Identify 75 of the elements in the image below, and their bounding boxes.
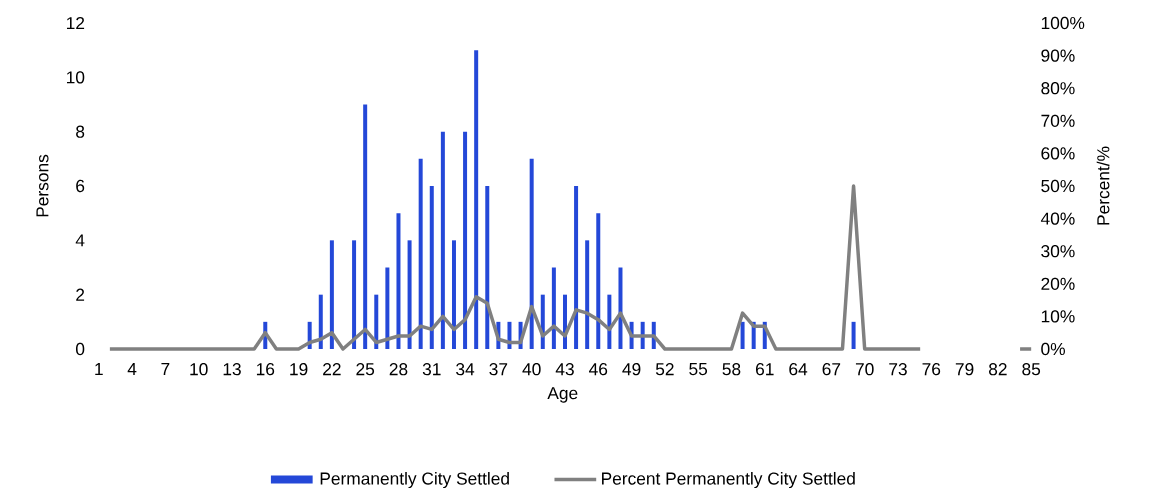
bar [529,158,534,349]
bar [551,267,556,349]
y2-tick-label: 70% [1041,114,1075,127]
x-tick-label: 1 [95,363,103,375]
bar [329,240,334,349]
legend-label: Percent Permanently City Settled [602,471,855,489]
x-tick-label: 46 [589,363,608,376]
y2-tick-label: 30% [1041,245,1075,258]
x-tick-label: 19 [290,363,308,376]
bar [574,186,579,349]
x-tick-label: 85 [1022,363,1041,376]
bar [385,267,390,349]
bar [485,186,490,349]
x-tick-label: 37 [489,363,508,376]
x-tick-label: 67 [822,363,841,376]
x-tick-label: 79 [955,363,974,376]
x-tick-label: 76 [922,363,941,376]
x-tick-label: 70 [855,363,874,376]
x-tick-label: 31 [422,363,441,376]
y2-axis-title: Percent/% [1096,146,1110,225]
x-tick-label: 34 [456,363,475,376]
bar [851,321,856,349]
y2-tick-label: 50% [1041,179,1075,193]
x-tick-label: 16 [256,363,275,376]
y2-tick-label: 40% [1040,212,1075,225]
y2-tick-label: 60% [1041,147,1075,160]
x-tick-label: 64 [789,363,808,376]
x-tick-label: 13 [223,363,241,376]
x-tick-label: 22 [323,363,341,376]
y2-tick-label: 90% [1041,49,1075,62]
x-tick-label: 58 [722,363,741,376]
x-tick-label: 49 [622,363,641,376]
x-tick-label: 52 [655,363,674,376]
y-tick-label: 6 [76,179,85,193]
x-tick-label: 28 [389,363,408,376]
bar [396,213,401,349]
bar [463,131,468,349]
bar [740,321,745,349]
bar [585,240,590,349]
y-tick-label: 0 [75,342,85,356]
bar [618,267,623,349]
y2-tick-label: 100% [1041,16,1085,30]
bar [352,240,357,349]
y2-tick-label: 20% [1041,277,1075,290]
y-tick-label: 2 [76,288,85,301]
y-tick-label: 12 [67,16,85,30]
x-tick-label: 40 [522,363,541,376]
bar [429,186,434,349]
y-axis-title: Persons [36,154,49,217]
bar [407,240,412,349]
bar [596,213,601,349]
x-tick-label: 73 [889,363,907,376]
y-tick-label: 8 [76,125,85,138]
bar [451,240,456,349]
x-tick-label: 82 [988,363,1007,376]
x-tick-label: 43 [555,363,574,376]
bar [363,104,368,349]
bar [418,158,423,349]
x-axis-title: Age [547,387,578,403]
x-tick-label: 61 [756,363,774,376]
bar [374,294,379,349]
x-tick-label: 4 [127,363,137,375]
bar [440,131,445,349]
y2-tick-label: 10% [1041,310,1075,323]
x-tick-label: 25 [356,363,375,376]
y-tick-label: 10 [67,71,85,84]
y-tick-label: 4 [75,234,85,247]
legend-label: Permanently City Settled [320,471,509,489]
y2-tick-label: 80% [1041,82,1075,95]
bar [474,50,479,349]
x-tick-label: 10 [190,363,208,376]
x-tick-label: 55 [689,363,708,376]
x-tick-label: 7 [161,363,170,375]
bar [318,294,323,349]
y2-tick-label: 0% [1041,342,1065,356]
